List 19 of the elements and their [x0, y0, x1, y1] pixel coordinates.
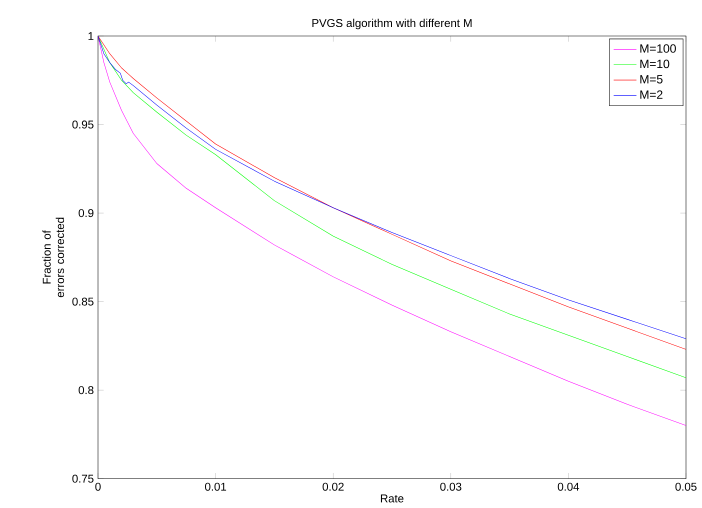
legend-label: M=100: [640, 44, 676, 53]
legend-label: M=10: [640, 60, 670, 68]
y-tick-label: 0.75: [72, 474, 94, 483]
x-tick-label: 0.01: [205, 482, 226, 491]
x-tick-label: 0.02: [322, 482, 344, 491]
legend-label: M=5: [640, 75, 663, 84]
x-tick-label: 0.04: [558, 482, 580, 491]
y-tick-label: 0.9: [78, 209, 94, 218]
y-tick-label: 1: [88, 32, 94, 40]
x-tick-label: 0.03: [440, 482, 462, 491]
legend-label: M=2: [640, 90, 662, 99]
x-axis-title: Rate: [380, 494, 404, 502]
x-tick-label: 0: [95, 482, 101, 491]
x-tick-label: 0.05: [675, 482, 697, 491]
y-tick-label: 0.95: [72, 120, 94, 129]
chart-title: PVGS algorithm with different M: [312, 18, 472, 30]
y-tick-label: 0.8: [78, 386, 94, 394]
y-tick-label: 0.85: [72, 298, 94, 306]
y-axis-title: Fraction of errors corrected: [42, 218, 64, 298]
